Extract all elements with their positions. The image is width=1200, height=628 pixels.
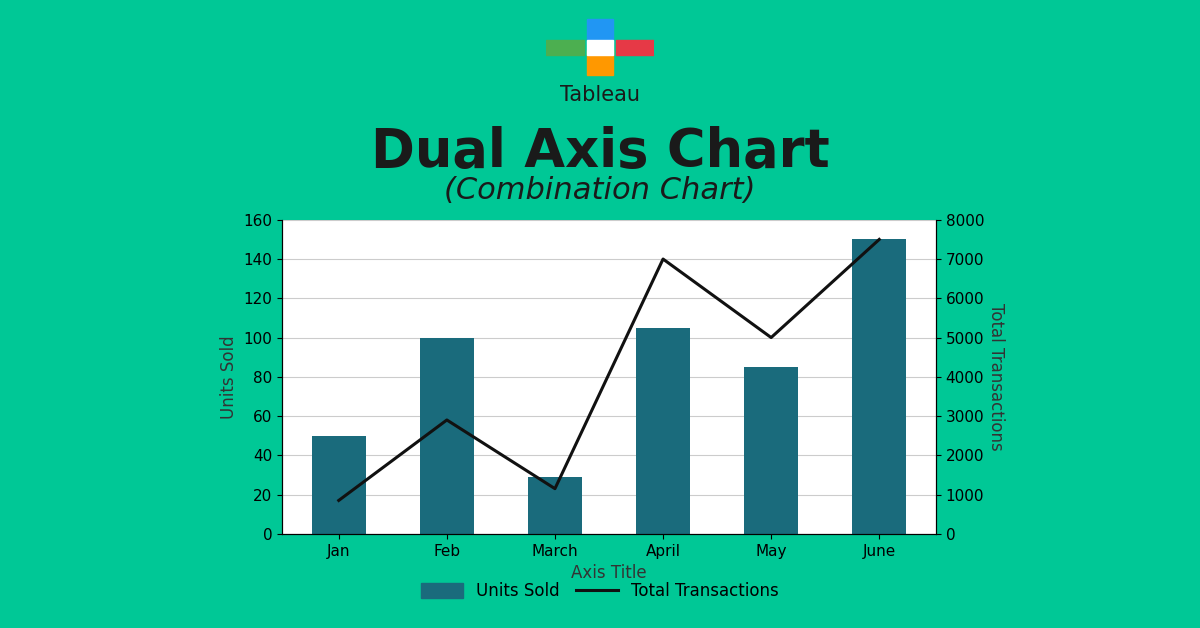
Bar	[587, 50, 613, 75]
Bar	[528, 477, 582, 534]
Legend: Units Sold, Total Transactions: Units Sold, Total Transactions	[414, 576, 786, 607]
Bar	[546, 40, 583, 55]
Bar	[744, 367, 798, 534]
Bar	[587, 40, 613, 55]
Text: (Combination Chart): (Combination Chart)	[444, 176, 756, 205]
Y-axis label: Units Sold: Units Sold	[220, 335, 238, 419]
X-axis label: Axis Title: Axis Title	[571, 564, 647, 582]
Text: Dual Axis Chart: Dual Axis Chart	[371, 126, 829, 178]
Bar	[617, 40, 654, 55]
Text: Tableau: Tableau	[560, 85, 640, 105]
Bar	[587, 19, 613, 44]
Bar	[636, 328, 690, 534]
Bar	[420, 337, 474, 534]
Bar	[852, 239, 906, 534]
Bar	[312, 436, 366, 534]
Y-axis label: Total Transactions: Total Transactions	[988, 303, 1006, 451]
